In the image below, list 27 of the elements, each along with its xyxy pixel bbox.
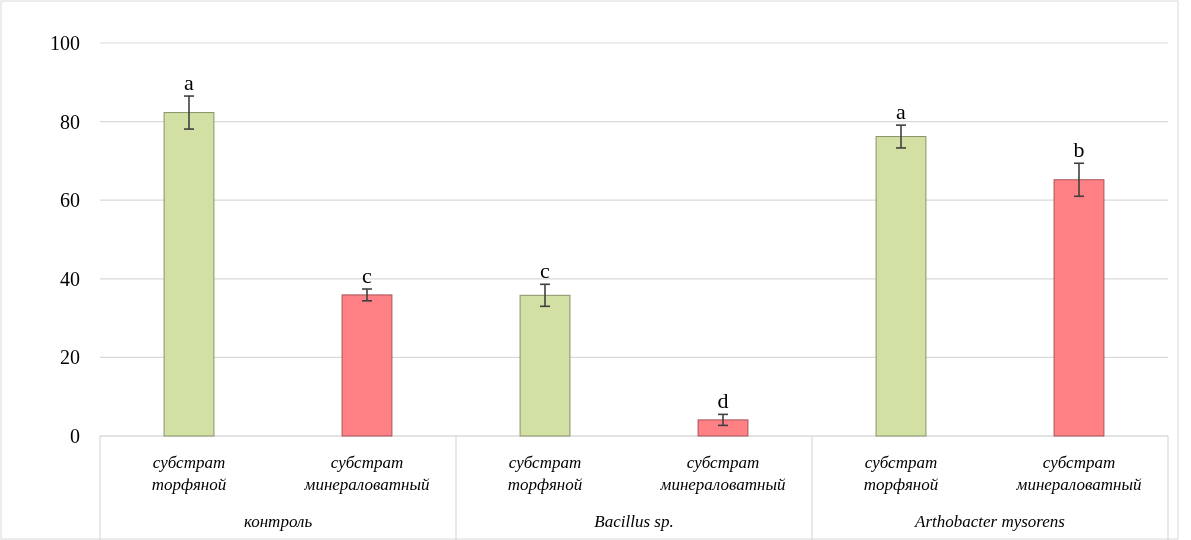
data-label: a [896, 99, 907, 125]
bar [697, 419, 749, 437]
x-tick-label: субстрат минераловатный [303, 453, 430, 494]
y-tick-label: 100 [50, 32, 80, 54]
data-label: b [1073, 137, 1085, 163]
bar [875, 136, 927, 437]
y-tick-label: 60 [60, 189, 80, 212]
x-tick-label: субстрат торфяной [151, 453, 227, 494]
data-label: c [540, 258, 551, 284]
y-tick-label: 20 [60, 346, 80, 369]
text: Arthobacter mysorens [914, 512, 1066, 531]
y-tick-label: 80 [60, 110, 80, 133]
text: контроль [243, 512, 313, 531]
data-label: a [184, 70, 195, 96]
y-tick-label: 0 [70, 425, 80, 447]
bar [341, 294, 393, 437]
x-tick-label: субстрат торфяной [863, 453, 939, 494]
x-tick-label: субстрат минераловатный [659, 453, 786, 494]
bar [1053, 179, 1105, 437]
bar [163, 112, 215, 437]
x-tick-label: субстрат минераловатный [1015, 453, 1142, 494]
x-tick-label: субстрат торфяной [507, 453, 583, 494]
bar [519, 294, 571, 437]
data-label: c [362, 263, 373, 289]
text: Bacillus sp. [594, 512, 674, 531]
y-tick-label: 40 [60, 267, 80, 290]
data-label: d [717, 388, 729, 414]
